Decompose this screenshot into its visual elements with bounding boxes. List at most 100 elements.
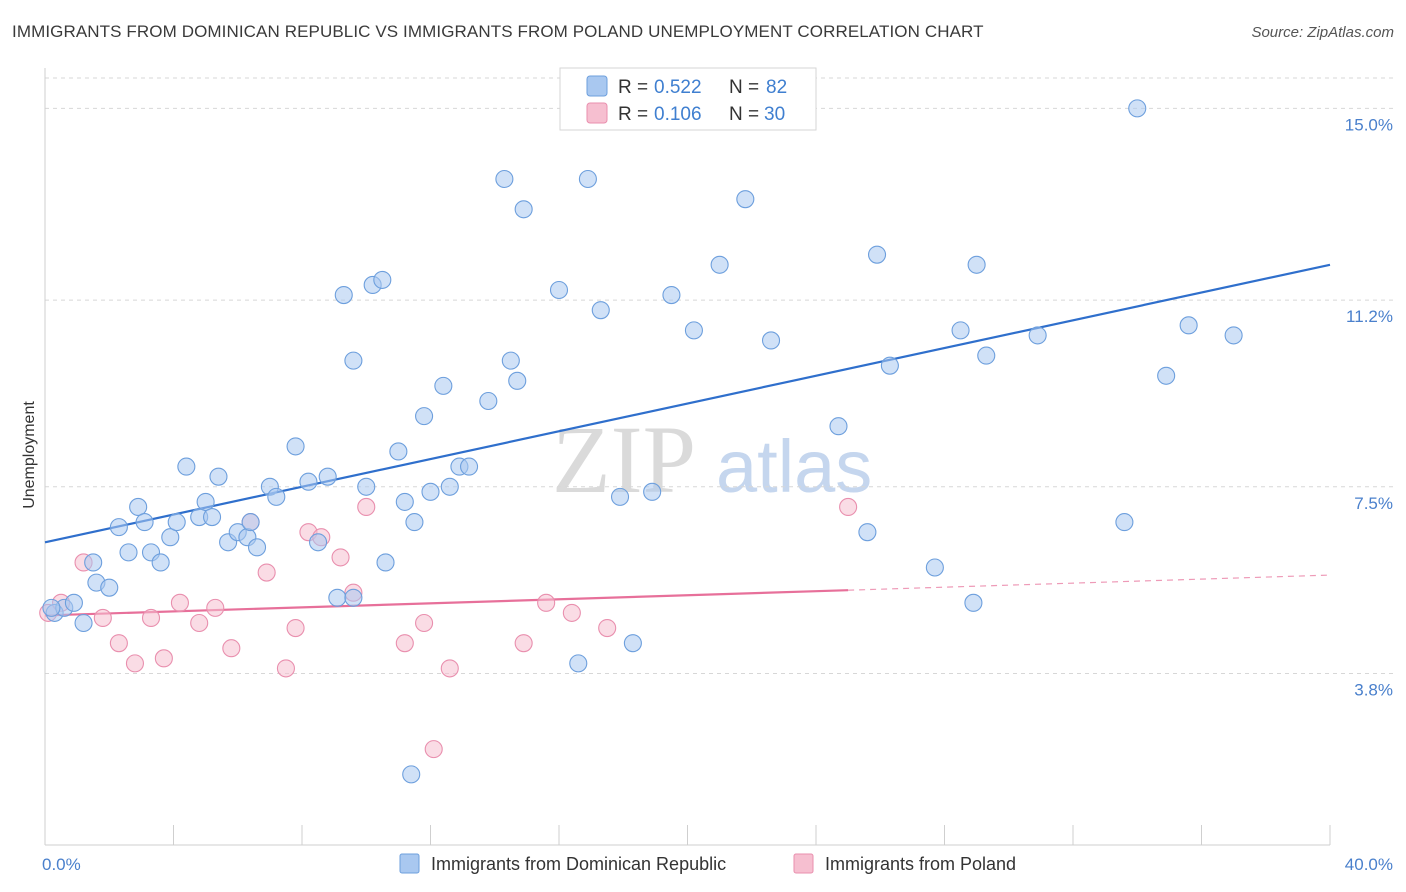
legend-n-value-pink: 30 xyxy=(764,104,785,125)
point-dominican-republic xyxy=(421,482,440,501)
point-dominican-republic xyxy=(610,487,630,506)
point-poland xyxy=(190,613,209,633)
legend-swatch-blue xyxy=(586,75,608,97)
axes: 3.8% 7.5% 11.2% 15.0% 0.0% 40.0% xyxy=(42,68,1393,874)
bottom-legend-label-pink: Immigrants from Poland xyxy=(825,854,1016,874)
data-points xyxy=(39,99,1243,784)
point-dominican-republic xyxy=(495,169,514,189)
legend-n-value-blue: 82 xyxy=(766,77,787,98)
legend-n-label-pink: N = xyxy=(729,104,759,125)
point-dominican-republic xyxy=(623,634,642,653)
legend: R = 0.522 N = 82 R = 0.106 N = 30 xyxy=(559,67,817,131)
y-tick-label: 11.2% xyxy=(1346,307,1393,326)
point-dominican-republic xyxy=(203,507,222,527)
point-dominican-republic xyxy=(964,593,983,612)
point-dominican-republic xyxy=(344,588,363,607)
point-poland xyxy=(395,634,414,653)
bottom-legend: Immigrants from Dominican Republic Immig… xyxy=(399,853,1016,874)
point-dominican-republic xyxy=(440,477,459,496)
point-dominican-republic xyxy=(1115,513,1134,532)
point-dominican-republic xyxy=(74,613,93,633)
point-dominican-republic xyxy=(643,482,662,501)
y-tick-label: 15.0% xyxy=(1345,115,1393,134)
point-dominican-republic xyxy=(459,457,479,476)
point-dominican-republic xyxy=(119,543,138,562)
trend-line-extension xyxy=(848,574,1331,591)
point-dominican-republic xyxy=(129,497,148,517)
point-poland xyxy=(440,659,459,678)
point-dominican-republic xyxy=(1028,326,1047,345)
watermark-atlas: atlas xyxy=(716,425,872,508)
point-dominican-republic xyxy=(177,457,196,476)
point-poland xyxy=(415,613,434,633)
legend-r-label-pink: R = xyxy=(618,104,648,125)
point-poland xyxy=(331,548,350,567)
point-dominican-republic xyxy=(736,190,755,209)
point-dominican-republic xyxy=(829,417,848,436)
point-dominican-republic xyxy=(196,492,215,511)
point-poland xyxy=(357,497,376,517)
y-axis-label: Unemployment xyxy=(21,401,38,509)
point-dominican-republic xyxy=(167,513,186,532)
point-dominican-republic xyxy=(508,371,527,390)
point-poland xyxy=(93,608,112,628)
chart-title: IMMIGRANTS FROM DOMINICAN REPUBLIC VS IM… xyxy=(12,22,984,41)
point-dominican-republic xyxy=(514,200,533,219)
point-dominican-republic xyxy=(925,558,944,577)
point-dominican-republic xyxy=(109,518,128,537)
point-dominican-republic xyxy=(395,492,414,511)
point-dominican-republic xyxy=(761,331,781,350)
point-poland xyxy=(562,603,581,622)
point-dominican-republic xyxy=(100,578,119,597)
gridlines xyxy=(45,77,1395,674)
point-poland xyxy=(276,659,295,678)
point-dominican-republic xyxy=(569,654,588,673)
point-poland xyxy=(839,497,858,517)
point-dominican-republic xyxy=(951,321,970,340)
point-dominican-republic xyxy=(867,245,887,264)
legend-n-label-blue: N = xyxy=(729,77,759,98)
point-poland xyxy=(286,618,305,638)
point-poland xyxy=(170,593,189,612)
point-dominican-republic xyxy=(501,351,520,370)
point-poland xyxy=(109,634,128,653)
point-poland xyxy=(257,563,276,582)
point-dominican-republic xyxy=(318,467,337,486)
point-dominican-republic xyxy=(357,477,376,496)
point-dominican-republic xyxy=(373,270,392,289)
point-dominican-republic xyxy=(479,391,498,411)
legend-r-label-blue: R = xyxy=(618,77,648,98)
point-dominican-republic xyxy=(376,553,395,572)
point-dominican-republic xyxy=(161,528,180,547)
trend-line xyxy=(44,263,1331,544)
point-poland xyxy=(154,649,173,668)
point-dominican-republic xyxy=(247,538,267,557)
point-dominican-republic xyxy=(389,442,408,461)
point-dominican-republic xyxy=(135,513,154,532)
point-dominican-republic xyxy=(402,765,421,784)
point-dominican-republic xyxy=(42,598,61,617)
y-tick-label: 7.5% xyxy=(1354,494,1393,513)
point-dominican-republic xyxy=(299,472,318,491)
point-dominican-republic xyxy=(578,169,597,189)
point-dominican-republic xyxy=(710,255,729,274)
point-dominican-republic xyxy=(967,255,986,274)
point-dominican-republic xyxy=(549,280,569,300)
bottom-legend-label-blue: Immigrants from Dominican Republic xyxy=(431,854,726,874)
point-dominican-republic xyxy=(84,553,103,572)
x-tick-label: 0.0% xyxy=(42,855,81,874)
point-dominican-republic xyxy=(286,437,305,456)
point-dominican-republic xyxy=(334,285,353,305)
point-dominican-republic xyxy=(858,523,877,542)
point-dominican-republic xyxy=(328,588,347,607)
bottom-legend-swatch-pink xyxy=(793,853,814,874)
point-dominican-republic xyxy=(662,285,681,305)
point-dominican-republic xyxy=(1157,366,1176,385)
point-dominican-republic xyxy=(1179,316,1198,335)
legend-r-value-blue: 0.522 xyxy=(654,77,702,98)
point-poland xyxy=(206,598,225,617)
legend-r-value-pink: 0.106 xyxy=(654,104,702,125)
point-dominican-republic xyxy=(880,356,899,375)
point-dominican-republic xyxy=(405,513,424,532)
point-dominican-republic xyxy=(1128,99,1147,118)
